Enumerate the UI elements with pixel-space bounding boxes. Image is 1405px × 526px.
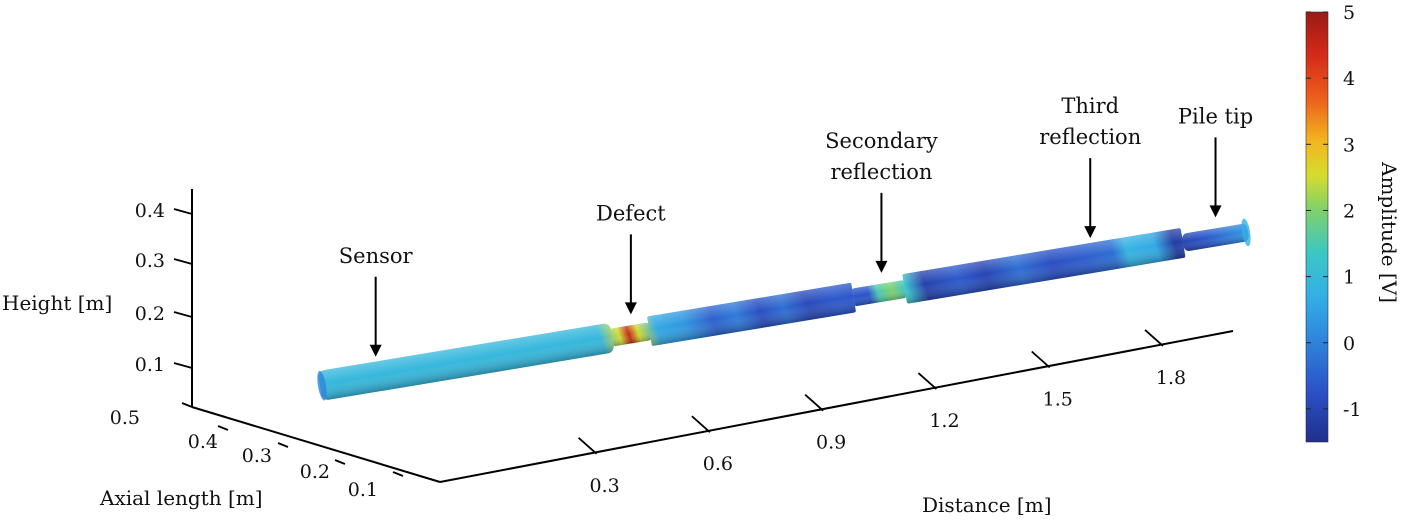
colorbar-tick-label: 0 xyxy=(1343,333,1355,355)
x-tick-mark xyxy=(1031,350,1051,369)
pile-segment-shading xyxy=(1182,223,1249,251)
z-tick-label: 0.1 xyxy=(135,354,165,376)
z-ticks: 0.4 0.3 0.2 0.1 xyxy=(135,200,193,376)
annotation-label: Pile tip xyxy=(1178,104,1253,128)
y-tick-mark xyxy=(181,402,193,408)
annotation-third-reflection: Third reflection xyxy=(1039,94,1141,239)
pile-end-cap xyxy=(1241,218,1251,247)
pile-body xyxy=(317,218,1251,401)
annotation-arrow-head xyxy=(369,344,382,357)
y-tick-mark xyxy=(277,442,289,448)
z-tick-mark xyxy=(173,258,193,265)
annotation-pile-tip: Pile tip xyxy=(1178,104,1253,218)
annotation-arrow-head xyxy=(624,302,637,315)
annotation-sensor: Sensor xyxy=(339,244,414,357)
pile-taper-shading xyxy=(601,324,614,354)
pile-segment-shading xyxy=(647,282,856,346)
x-tick-mark xyxy=(804,393,824,412)
pile-taper-shading xyxy=(903,272,915,303)
annotation-secondary-reflection: Secondary reflection xyxy=(825,129,938,273)
colorbar-label: Amplitude [V] xyxy=(1377,161,1401,303)
z-tick-mark xyxy=(173,362,193,369)
x-tick-label: 0.6 xyxy=(703,453,733,475)
y-tick-mark xyxy=(392,471,404,477)
pile-segment-shading xyxy=(318,323,614,400)
y-tick-label: 0.1 xyxy=(348,479,378,501)
z-tick-mark xyxy=(173,208,193,215)
x-tick-label: 1.5 xyxy=(1043,389,1073,411)
colorbar-tick-label: 3 xyxy=(1343,134,1355,156)
pile-taper-shading xyxy=(1172,229,1185,259)
annotations: Sensor Defect Secondary reflection Third refl… xyxy=(339,94,1253,357)
y-axis-line xyxy=(191,406,441,483)
annotation-label: reflection xyxy=(830,160,932,184)
x-ticks: 0.3 0.6 0.9 1.2 1.5 1.8 xyxy=(578,329,1186,497)
y-axis-label: Axial length [m] xyxy=(99,486,263,510)
y-tick-mark xyxy=(217,425,229,431)
colorbar: 5 4 3 2 1 0 -1 Amplitude [V] xyxy=(1305,2,1401,443)
annotation-label: Sensor xyxy=(339,244,414,268)
x-tick-label: 0.9 xyxy=(816,432,846,454)
x-tick-label: 1.2 xyxy=(929,410,959,432)
colorbar-ticks: 5 4 3 2 1 0 -1 xyxy=(1306,2,1362,421)
z-tick-label: 0.4 xyxy=(135,200,165,222)
y-tick-mark xyxy=(334,459,346,465)
x-tick-mark xyxy=(917,372,938,390)
y-tick-label: 0.4 xyxy=(188,431,218,453)
y-ticks: 0.5 0.4 0.3 0.2 0.1 xyxy=(110,402,404,501)
z-tick-label: 0.2 xyxy=(135,303,165,325)
colorbar-tick-label: 2 xyxy=(1343,200,1355,222)
colorbar-tick-label: 1 xyxy=(1343,267,1355,289)
colorbar-tick-label: -1 xyxy=(1343,399,1362,421)
pile-segment-shading xyxy=(902,228,1186,304)
z-tick-mark xyxy=(173,311,193,318)
x-tick-label: 1.8 xyxy=(1156,367,1186,389)
pile-taper-shading xyxy=(647,315,660,345)
z-tick-label: 0.3 xyxy=(135,250,165,272)
annotation-arrow-head xyxy=(875,260,888,273)
pile-segment-shading xyxy=(611,322,651,347)
pile-segment-shading xyxy=(852,280,906,307)
colorbar-tick-label: 5 xyxy=(1343,2,1355,24)
y-tick-label: 0.5 xyxy=(110,407,140,429)
annotation-arrow-head xyxy=(1084,226,1097,239)
pile-surface xyxy=(317,218,1251,401)
annotation-label: Third xyxy=(1061,94,1119,118)
pile-start-cap xyxy=(317,370,327,401)
annotation-arrow-head xyxy=(1209,205,1222,218)
z-axis-label: Height [m] xyxy=(2,291,112,315)
x-tick-mark xyxy=(691,415,711,433)
pile-taper-shading xyxy=(843,283,856,314)
y-tick-label: 0.3 xyxy=(242,445,272,467)
axes: 0.4 0.3 0.2 0.1 0.5 0.4 0.3 0.2 0.1 0.3 0.6 0.9 1.… xyxy=(110,189,1234,501)
annotation-label: Secondary xyxy=(825,129,938,153)
x-tick-label: 0.3 xyxy=(589,475,619,497)
x-tick-mark xyxy=(1144,329,1164,347)
colorbar-tick-label: 4 xyxy=(1343,68,1355,90)
annotation-label: reflection xyxy=(1039,125,1141,149)
x-tick-mark xyxy=(578,437,598,455)
annotation-label: Defect xyxy=(596,201,666,225)
colorbar-strip xyxy=(1305,11,1329,443)
y-tick-label: 0.2 xyxy=(300,461,330,483)
x-axis-line xyxy=(439,330,1234,483)
x-axis-label: Distance [m] xyxy=(922,493,1052,517)
annotation-defect: Defect xyxy=(596,201,666,315)
